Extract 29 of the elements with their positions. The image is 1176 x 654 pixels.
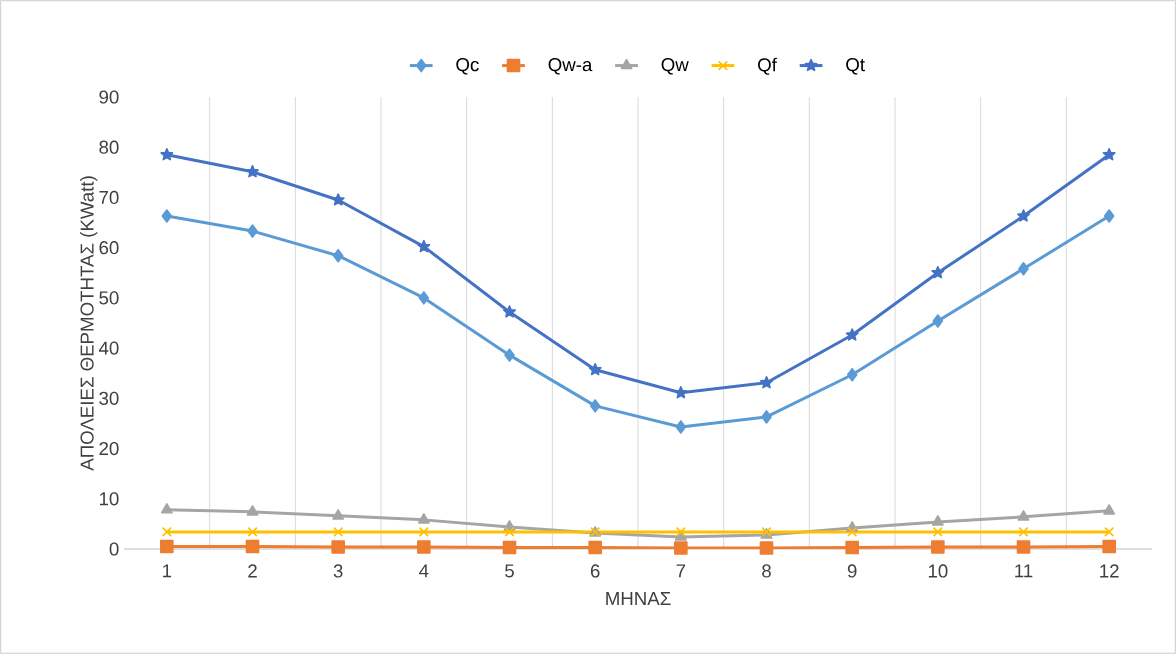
y-tick-label: 50: [99, 291, 119, 305]
x-tick-label: 10: [928, 564, 948, 578]
x-tick-label: 9: [847, 564, 857, 578]
y-tick-label: 40: [98, 341, 119, 355]
y-tick-label: 70: [99, 190, 119, 205]
x-tick-label: 1: [163, 564, 172, 578]
x-tick-label: 4: [419, 564, 429, 578]
y-tick-label: 0: [109, 542, 119, 556]
x-axis-title: ΜΗΝΑΣ: [606, 592, 671, 605]
y-tick-label: 80: [99, 140, 119, 154]
y-axis-title: ΑΠΟΛΕΙΕΣ ΘΕΡΜΟΤΗΤΑΣ (KWatt): [79, 176, 98, 471]
x-tick-label: 7: [676, 564, 686, 578]
y-tick-label: 60: [99, 241, 119, 255]
legend-label: Qf: [758, 57, 777, 75]
x-tick-label: 8: [762, 564, 771, 578]
x-tick-label: 6: [590, 564, 600, 578]
legend-label: Qw-a: [548, 58, 593, 75]
y-tick-label: 30: [99, 391, 119, 405]
y-tick-label: 90: [99, 90, 119, 104]
legend-label: Qw: [661, 58, 689, 75]
y-tick-label: 20: [99, 441, 119, 456]
x-tick-label: 2: [248, 564, 257, 578]
legend-label: Qt: [846, 58, 865, 75]
x-tick-label: 12: [1100, 564, 1119, 578]
x-tick-label: 5: [505, 564, 514, 578]
legend-label: Qc: [456, 58, 479, 75]
y-tick-label: 10: [99, 492, 119, 506]
x-tick-label: 3: [333, 564, 343, 578]
x-tick-label: 11: [1015, 564, 1033, 578]
